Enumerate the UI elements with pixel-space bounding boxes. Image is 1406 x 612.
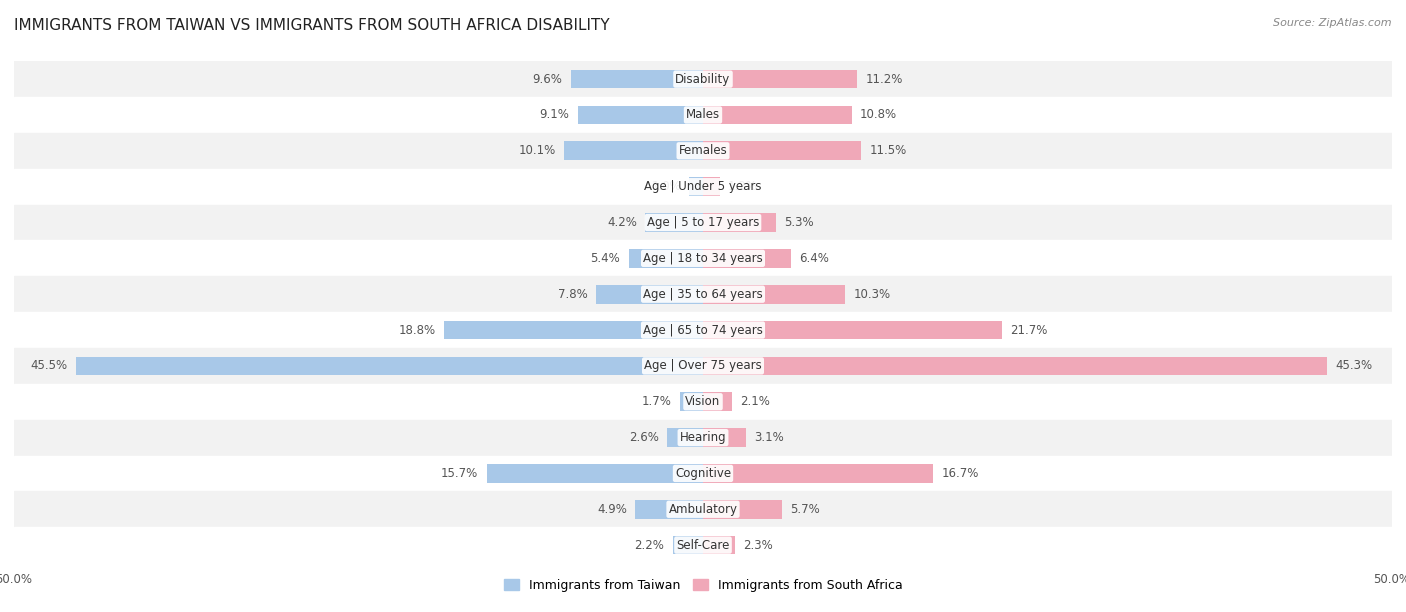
Text: Cognitive: Cognitive xyxy=(675,467,731,480)
Text: 3.1%: 3.1% xyxy=(754,431,783,444)
Text: 10.1%: 10.1% xyxy=(519,144,555,157)
Bar xyxy=(14,312,1392,348)
Text: 45.3%: 45.3% xyxy=(1336,359,1372,372)
Text: 2.3%: 2.3% xyxy=(742,539,773,551)
Text: 2.6%: 2.6% xyxy=(628,431,659,444)
Text: 2.1%: 2.1% xyxy=(740,395,770,408)
Text: 15.7%: 15.7% xyxy=(441,467,478,480)
Text: 4.9%: 4.9% xyxy=(598,503,627,516)
Text: 4.2%: 4.2% xyxy=(607,216,637,229)
Bar xyxy=(703,464,934,483)
Bar xyxy=(14,204,1392,241)
Bar xyxy=(703,536,735,554)
Bar xyxy=(14,455,1392,491)
Bar xyxy=(14,420,1392,455)
Bar xyxy=(703,141,862,160)
Text: 10.8%: 10.8% xyxy=(860,108,897,121)
Bar xyxy=(703,428,745,447)
Text: 9.6%: 9.6% xyxy=(533,73,562,86)
Text: Age | 18 to 34 years: Age | 18 to 34 years xyxy=(643,252,763,265)
Text: Females: Females xyxy=(679,144,727,157)
Text: Disability: Disability xyxy=(675,73,731,86)
Text: 7.8%: 7.8% xyxy=(558,288,588,300)
Bar xyxy=(703,392,733,411)
Bar xyxy=(668,428,703,447)
Bar xyxy=(486,464,703,483)
Text: Age | 5 to 17 years: Age | 5 to 17 years xyxy=(647,216,759,229)
Bar xyxy=(628,249,703,267)
Bar xyxy=(703,106,852,124)
Text: 5.7%: 5.7% xyxy=(790,503,820,516)
Bar xyxy=(14,384,1392,420)
Bar xyxy=(578,106,703,124)
Bar xyxy=(703,249,792,267)
Legend: Immigrants from Taiwan, Immigrants from South Africa: Immigrants from Taiwan, Immigrants from … xyxy=(503,579,903,592)
Bar xyxy=(679,392,703,411)
Text: Males: Males xyxy=(686,108,720,121)
Text: 1.2%: 1.2% xyxy=(728,180,758,193)
Text: 18.8%: 18.8% xyxy=(398,324,436,337)
Text: 6.4%: 6.4% xyxy=(800,252,830,265)
Bar xyxy=(645,213,703,232)
Bar xyxy=(14,133,1392,169)
Text: 11.2%: 11.2% xyxy=(866,73,903,86)
Text: 11.5%: 11.5% xyxy=(870,144,907,157)
Text: 9.1%: 9.1% xyxy=(540,108,569,121)
Bar xyxy=(689,177,703,196)
Bar xyxy=(703,321,1002,340)
Text: 45.5%: 45.5% xyxy=(31,359,67,372)
Bar xyxy=(14,348,1392,384)
Bar xyxy=(564,141,703,160)
Bar xyxy=(444,321,703,340)
Bar xyxy=(571,70,703,89)
Bar xyxy=(703,500,782,518)
Bar xyxy=(636,500,703,518)
Bar xyxy=(672,536,703,554)
Text: 1.7%: 1.7% xyxy=(641,395,671,408)
Text: Hearing: Hearing xyxy=(679,431,727,444)
Text: Vision: Vision xyxy=(685,395,721,408)
Text: Age | Under 5 years: Age | Under 5 years xyxy=(644,180,762,193)
Text: 5.3%: 5.3% xyxy=(785,216,814,229)
Bar xyxy=(703,285,845,304)
Bar xyxy=(14,97,1392,133)
Bar xyxy=(703,357,1327,375)
Text: IMMIGRANTS FROM TAIWAN VS IMMIGRANTS FROM SOUTH AFRICA DISABILITY: IMMIGRANTS FROM TAIWAN VS IMMIGRANTS FRO… xyxy=(14,18,610,34)
Text: 10.3%: 10.3% xyxy=(853,288,890,300)
Text: Age | 35 to 64 years: Age | 35 to 64 years xyxy=(643,288,763,300)
Bar xyxy=(14,169,1392,204)
Bar xyxy=(14,276,1392,312)
Text: Ambulatory: Ambulatory xyxy=(668,503,738,516)
Bar xyxy=(76,357,703,375)
Bar xyxy=(14,491,1392,527)
Text: Age | 65 to 74 years: Age | 65 to 74 years xyxy=(643,324,763,337)
Text: 16.7%: 16.7% xyxy=(942,467,979,480)
Bar xyxy=(703,213,776,232)
Text: 5.4%: 5.4% xyxy=(591,252,620,265)
Text: 21.7%: 21.7% xyxy=(1011,324,1047,337)
Text: Self-Care: Self-Care xyxy=(676,539,730,551)
Bar xyxy=(14,527,1392,563)
Text: 1.0%: 1.0% xyxy=(651,180,681,193)
Bar xyxy=(14,241,1392,276)
Text: 2.2%: 2.2% xyxy=(634,539,665,551)
Text: Age | Over 75 years: Age | Over 75 years xyxy=(644,359,762,372)
Bar xyxy=(703,70,858,89)
Bar xyxy=(14,61,1392,97)
Bar xyxy=(703,177,720,196)
Text: Source: ZipAtlas.com: Source: ZipAtlas.com xyxy=(1274,18,1392,28)
Bar xyxy=(596,285,703,304)
